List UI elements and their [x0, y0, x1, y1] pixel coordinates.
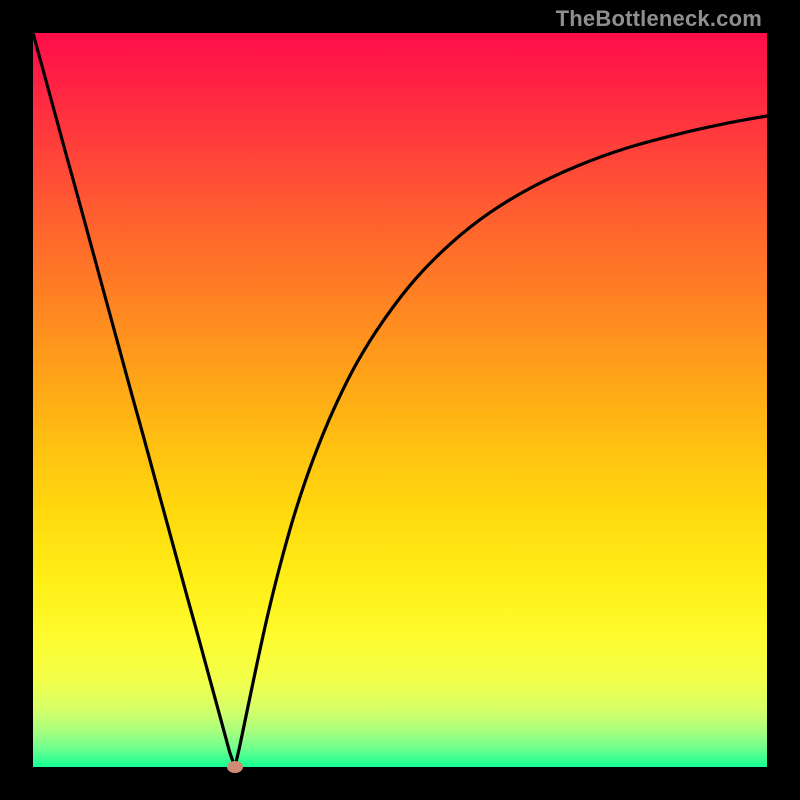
watermark-text: TheBottleneck.com [556, 6, 762, 32]
minimum-marker [227, 761, 243, 773]
plot-area [33, 33, 767, 767]
chart-frame: TheBottleneck.com [0, 0, 800, 800]
bottleneck-curve [33, 33, 767, 767]
